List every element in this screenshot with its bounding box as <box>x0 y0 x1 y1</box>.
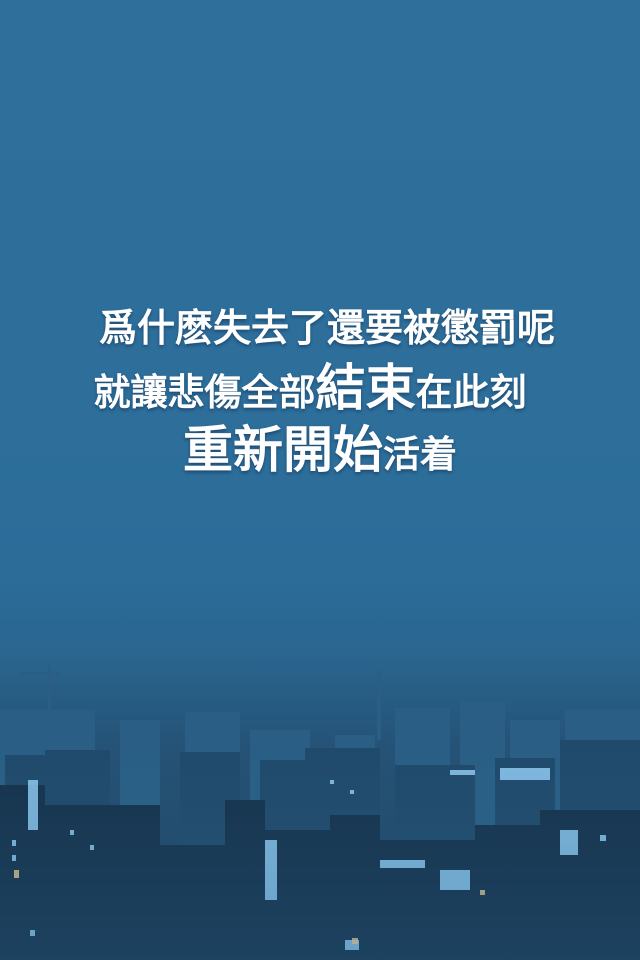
quote-line-2-part-c: 在此刻 <box>415 370 527 414</box>
quote-line-2-emphasis: 結束 <box>315 358 416 417</box>
quote-line-2-part-a: 就讓悲傷全部 <box>93 370 316 414</box>
quote-line-2: 就讓悲傷全部結束在此刻 <box>0 356 640 424</box>
quote-line-3: 重新開始活着 <box>0 418 640 486</box>
quote-text-block: 爲什麽失去了還要被懲罰呢 就讓悲傷全部結束在此刻 重新開始活着 <box>0 296 640 486</box>
quote-line-3-emphasis: 重新開始 <box>183 420 383 479</box>
quote-line-3-part-b: 活着 <box>383 432 457 476</box>
quote-line-1: 爲什麽失去了還要被懲罰呢 <box>98 305 555 350</box>
night-city-skyline <box>0 640 640 960</box>
